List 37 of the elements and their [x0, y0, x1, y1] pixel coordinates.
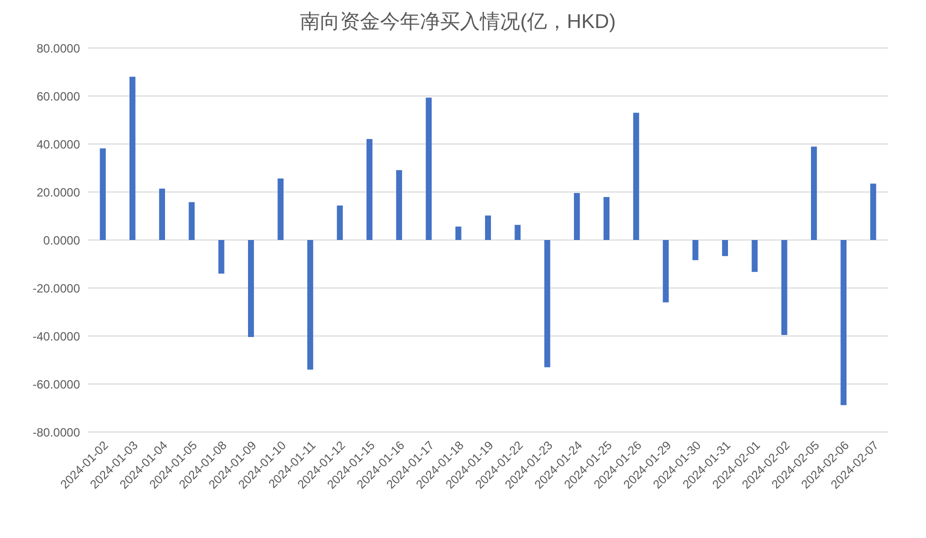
bar — [336, 205, 343, 240]
bar — [752, 240, 758, 272]
chart-title: 南向资金今年净买入情况(亿，HKD) — [299, 10, 617, 35]
bar — [188, 202, 195, 240]
bar — [366, 138, 372, 240]
bar — [307, 240, 314, 370]
y-tick-label: 80.0000 — [36, 41, 80, 56]
bar — [426, 98, 432, 240]
bar — [692, 240, 698, 260]
bar — [662, 240, 669, 302]
bar — [722, 240, 728, 256]
bar — [159, 188, 166, 240]
bar — [485, 216, 491, 240]
y-tick-label: -40.0000 — [32, 329, 80, 344]
y-tick-label: 40.0000 — [36, 137, 80, 152]
bar — [574, 192, 580, 240]
bar — [278, 178, 284, 240]
bar — [544, 240, 550, 368]
bar — [633, 112, 640, 240]
bar — [396, 170, 402, 240]
y-tick-label: 60.0000 — [36, 89, 80, 104]
y-tick-label: 20.0000 — [36, 185, 80, 200]
y-tick-label: -80.0000 — [32, 425, 80, 440]
y-tick-label: 0.0000 — [43, 233, 80, 248]
bar — [100, 148, 106, 240]
bar — [870, 184, 876, 240]
y-tick-label: -60.0000 — [32, 377, 80, 392]
bar — [129, 76, 136, 240]
bar — [514, 224, 521, 240]
bar — [218, 240, 224, 274]
bar — [810, 146, 817, 240]
bar — [604, 197, 610, 240]
bar — [781, 240, 788, 336]
y-tick-label: -20.0000 — [32, 281, 80, 296]
bar — [455, 226, 462, 240]
bar — [840, 240, 847, 406]
bar — [248, 240, 254, 337]
